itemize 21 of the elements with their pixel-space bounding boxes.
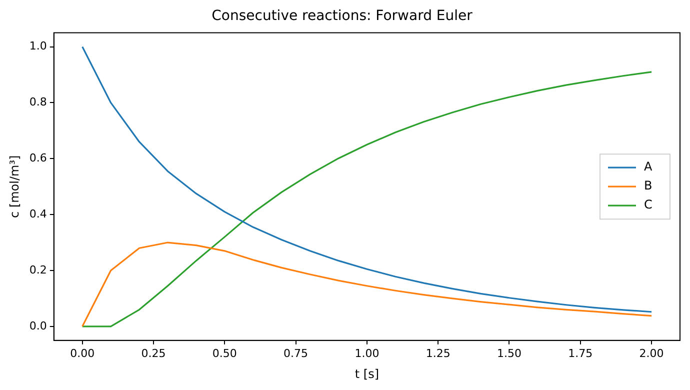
x-tick-label: 0.75 [284, 346, 308, 360]
y-tick-label: 0.6 [29, 151, 47, 164]
legend-label: C [644, 198, 652, 212]
y-tick-label: 0.8 [29, 96, 47, 109]
x-tick-label: 1.75 [568, 346, 593, 360]
y-tick-label: 0.2 [29, 263, 47, 276]
x-tick-label: 2.00 [639, 346, 664, 360]
chart-title: Consecutive reactions: Forward Euler [212, 8, 473, 24]
x-tick-label: 1.25 [426, 346, 450, 360]
y-tick-label: 1.0 [29, 40, 47, 53]
x-tick-label: 0.50 [212, 346, 237, 360]
x-tick-label: 0.25 [141, 346, 166, 360]
x-tick-label: 1.00 [354, 346, 380, 360]
legend-label: B [644, 178, 652, 193]
y-tick-label: 0.4 [29, 207, 47, 220]
y-axis-title: c [mol/m³] [7, 155, 22, 218]
x-tick-label: 1.50 [496, 346, 522, 360]
y-tick-label: 0.0 [29, 319, 47, 332]
legend-label: A [644, 160, 653, 174]
x-tick-label: 0.00 [70, 346, 95, 360]
x-axis-title: t [s] [354, 366, 380, 381]
